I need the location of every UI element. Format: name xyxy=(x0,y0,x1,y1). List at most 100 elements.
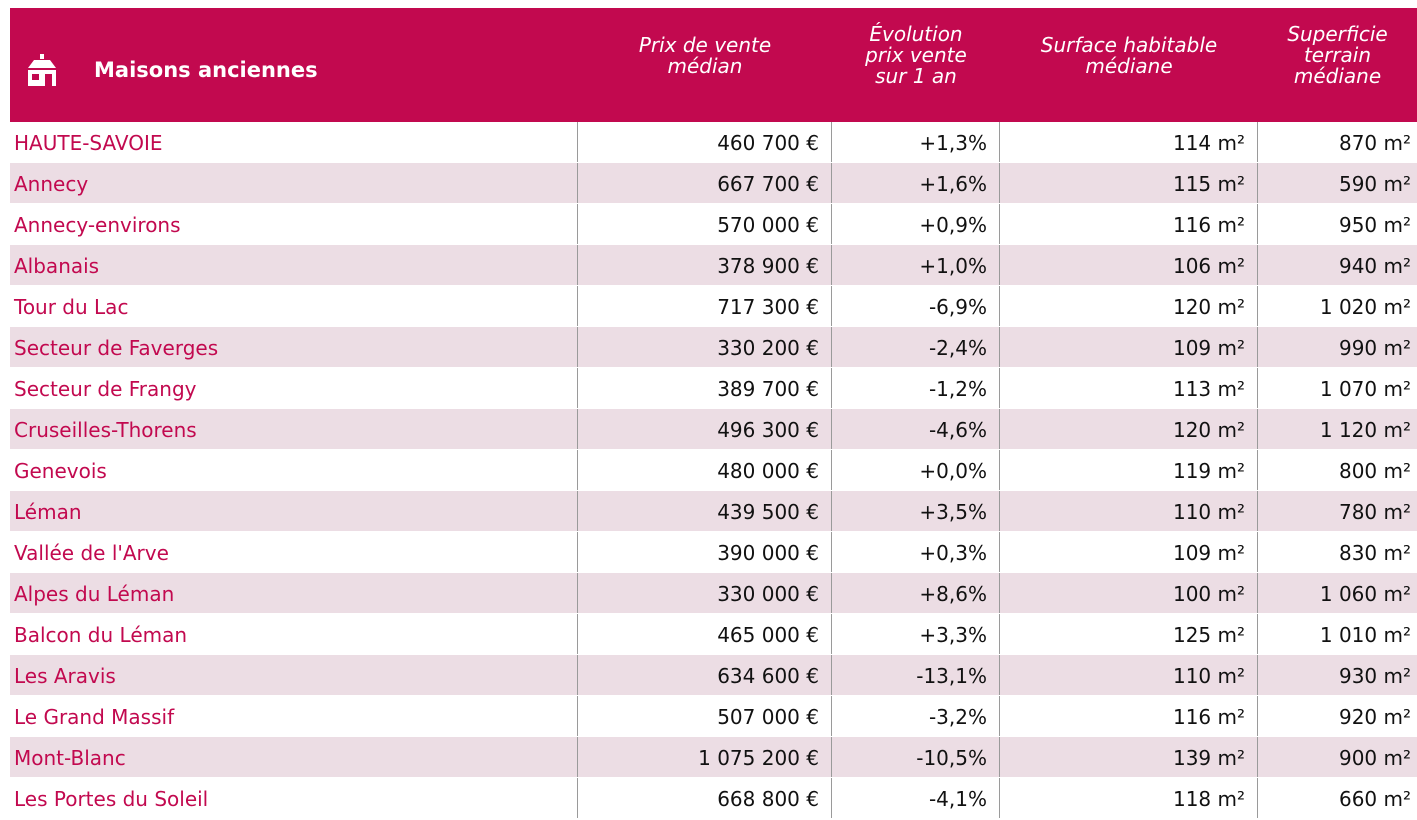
table-row: HAUTE-SAVOIE 460 700 € +1,3% 114 m² 870 m² xyxy=(10,122,1417,163)
header-title: Maisons anciennes xyxy=(94,58,318,82)
table-cell: 119 m² xyxy=(1000,450,1258,490)
column-header-line: terrain xyxy=(1303,43,1372,67)
table-cell: 930 m² xyxy=(1338,664,1411,688)
table-row: Le Grand Massif 507 000 € -3,2% 116 m² 920 m… xyxy=(10,696,1417,737)
house-icon xyxy=(28,54,56,86)
table-cell: 900 m² xyxy=(1338,746,1411,770)
table-row: Tour du Lac 717 300 € -6,9% 120 m² 1 020 m² xyxy=(10,286,1417,327)
table-cell: 109 m² xyxy=(1000,327,1258,367)
column-header-line: Surface habitable xyxy=(1040,33,1218,57)
table-cell: 990 m² xyxy=(1338,336,1411,360)
row-label: Vallée de l'Arve xyxy=(10,532,578,572)
table-cell: +0,3% xyxy=(832,532,1000,572)
column-header-line: Prix de vente xyxy=(638,33,772,57)
table-cell: 800 m² xyxy=(1338,459,1411,483)
table-row: Léman 439 500 € +3,5% 110 m² 780 m² xyxy=(10,491,1417,532)
table-cell: 465 000 € xyxy=(578,614,832,654)
table-cell: +1,0% xyxy=(832,245,1000,285)
table-row: Les Portes du Soleil 668 800 € -4,1% 118 m²… xyxy=(10,778,1417,819)
table-cell: 460 700 € xyxy=(578,122,832,162)
table-cell: 590 m² xyxy=(1338,172,1411,196)
row-label: Balcon du Léman xyxy=(10,614,578,654)
table-cell: 717 300 € xyxy=(578,286,832,326)
table-cell: 660 m² xyxy=(1338,787,1411,811)
table-cell: 139 m² xyxy=(1000,737,1258,777)
table-row: Vallée de l'Arve 390 000 € +0,3% 109 m² 830 … xyxy=(10,532,1417,573)
table-cell: 389 700 € xyxy=(578,368,832,408)
table-cell: 120 m² xyxy=(1000,286,1258,326)
table-cell: +0,9% xyxy=(832,204,1000,244)
column-header-line: médian xyxy=(667,54,743,78)
row-label: Secteur de Frangy xyxy=(10,368,578,408)
row-label: HAUTE-SAVOIE xyxy=(10,122,578,162)
row-label: Les Aravis xyxy=(10,655,578,695)
table-cell: 100 m² xyxy=(1000,573,1258,613)
row-label: Genevois xyxy=(10,450,578,490)
page: Maisons anciennes Prix de vente médian Évo… xyxy=(10,8,1417,818)
row-label: Secteur de Faverges xyxy=(10,327,578,367)
table-cell: 116 m² xyxy=(1000,696,1258,736)
row-label: Annecy-environs xyxy=(10,204,578,244)
row-label: Mont-Blanc xyxy=(10,737,578,777)
table-cell: -4,6% xyxy=(832,409,1000,449)
table-row: Secteur de Faverges 330 200 € -2,4% 109 m² 9… xyxy=(10,327,1417,368)
table-cell: 106 m² xyxy=(1000,245,1258,285)
table-cell: 950 m² xyxy=(1338,213,1411,237)
table-header: Maisons anciennes Prix de vente médian Évo… xyxy=(10,8,1417,122)
table-cell: -6,9% xyxy=(832,286,1000,326)
table: Maisons anciennes Prix de vente médian Évo… xyxy=(10,8,1417,819)
column-header: Prix de vente médian xyxy=(578,35,832,77)
table-cell: 920 m² xyxy=(1338,705,1411,729)
table-cell: -3,2% xyxy=(832,696,1000,736)
row-label: Le Grand Massif xyxy=(10,696,578,736)
row-label: Albanais xyxy=(10,245,578,285)
table-row: Alpes du Léman 330 000 € +8,6% 100 m² 1 060 … xyxy=(10,573,1417,614)
table-cell: +8,6% xyxy=(832,573,1000,613)
table-row: Genevois 480 000 € +0,0% 119 m² 800 m² xyxy=(10,450,1417,491)
table-cell: 1 020 m² xyxy=(1319,295,1411,319)
column-header-line: Évolution xyxy=(869,22,963,46)
column-header-line: Superficie xyxy=(1287,22,1388,46)
table-cell: +1,3% xyxy=(832,122,1000,162)
table-cell: 330 200 € xyxy=(578,327,832,367)
table-cell: 439 500 € xyxy=(578,491,832,531)
table-cell: -4,1% xyxy=(832,778,1000,818)
table-row: Mont-Blanc 1 075 200 € -10,5% 139 m² 900 m² xyxy=(10,737,1417,778)
table-cell: 330 000 € xyxy=(578,573,832,613)
table-cell: +3,3% xyxy=(832,614,1000,654)
table-cell: +0,0% xyxy=(832,450,1000,490)
table-cell: 940 m² xyxy=(1338,254,1411,278)
table-cell: 667 700 € xyxy=(578,163,832,203)
table-cell: 1 070 m² xyxy=(1319,377,1411,401)
table-cell: 570 000 € xyxy=(578,204,832,244)
table-cell: 115 m² xyxy=(1000,163,1258,203)
table-cell: 480 000 € xyxy=(578,450,832,490)
table-cell: 125 m² xyxy=(1000,614,1258,654)
row-label: Annecy xyxy=(10,163,578,203)
table-row: Les Aravis 634 600 € -13,1% 110 m² 930 m² xyxy=(10,655,1417,696)
table-cell: -2,4% xyxy=(832,327,1000,367)
row-label: Léman xyxy=(10,491,578,531)
column-header: Surface habitable médiane xyxy=(1000,35,1258,77)
row-label: Les Portes du Soleil xyxy=(10,778,578,818)
table-cell: 378 900 € xyxy=(578,245,832,285)
table-cell: +3,5% xyxy=(832,491,1000,531)
table-cell: -10,5% xyxy=(832,737,1000,777)
table-cell: 634 600 € xyxy=(578,655,832,695)
table-cell: +1,6% xyxy=(832,163,1000,203)
column-header: Évolution prix vente sur 1 an xyxy=(832,24,1000,87)
column-header-line: prix vente xyxy=(865,43,967,67)
table-cell: 110 m² xyxy=(1000,655,1258,695)
column-header-line: sur 1 an xyxy=(875,64,957,88)
table-cell: 496 300 € xyxy=(578,409,832,449)
table-cell: 114 m² xyxy=(1000,122,1258,162)
row-label: Cruseilles-Thorens xyxy=(10,409,578,449)
table-cell: 113 m² xyxy=(1000,368,1258,408)
column-header: Superficie terrain médiane xyxy=(1258,24,1417,87)
table-row: Secteur de Frangy 389 700 € -1,2% 113 m² 1 0… xyxy=(10,368,1417,409)
table-cell: 116 m² xyxy=(1000,204,1258,244)
row-label: Alpes du Léman xyxy=(10,573,578,613)
table-cell: 780 m² xyxy=(1338,500,1411,524)
table-row: Annecy 667 700 € +1,6% 115 m² 590 m² xyxy=(10,163,1417,204)
table-cell: -13,1% xyxy=(832,655,1000,695)
